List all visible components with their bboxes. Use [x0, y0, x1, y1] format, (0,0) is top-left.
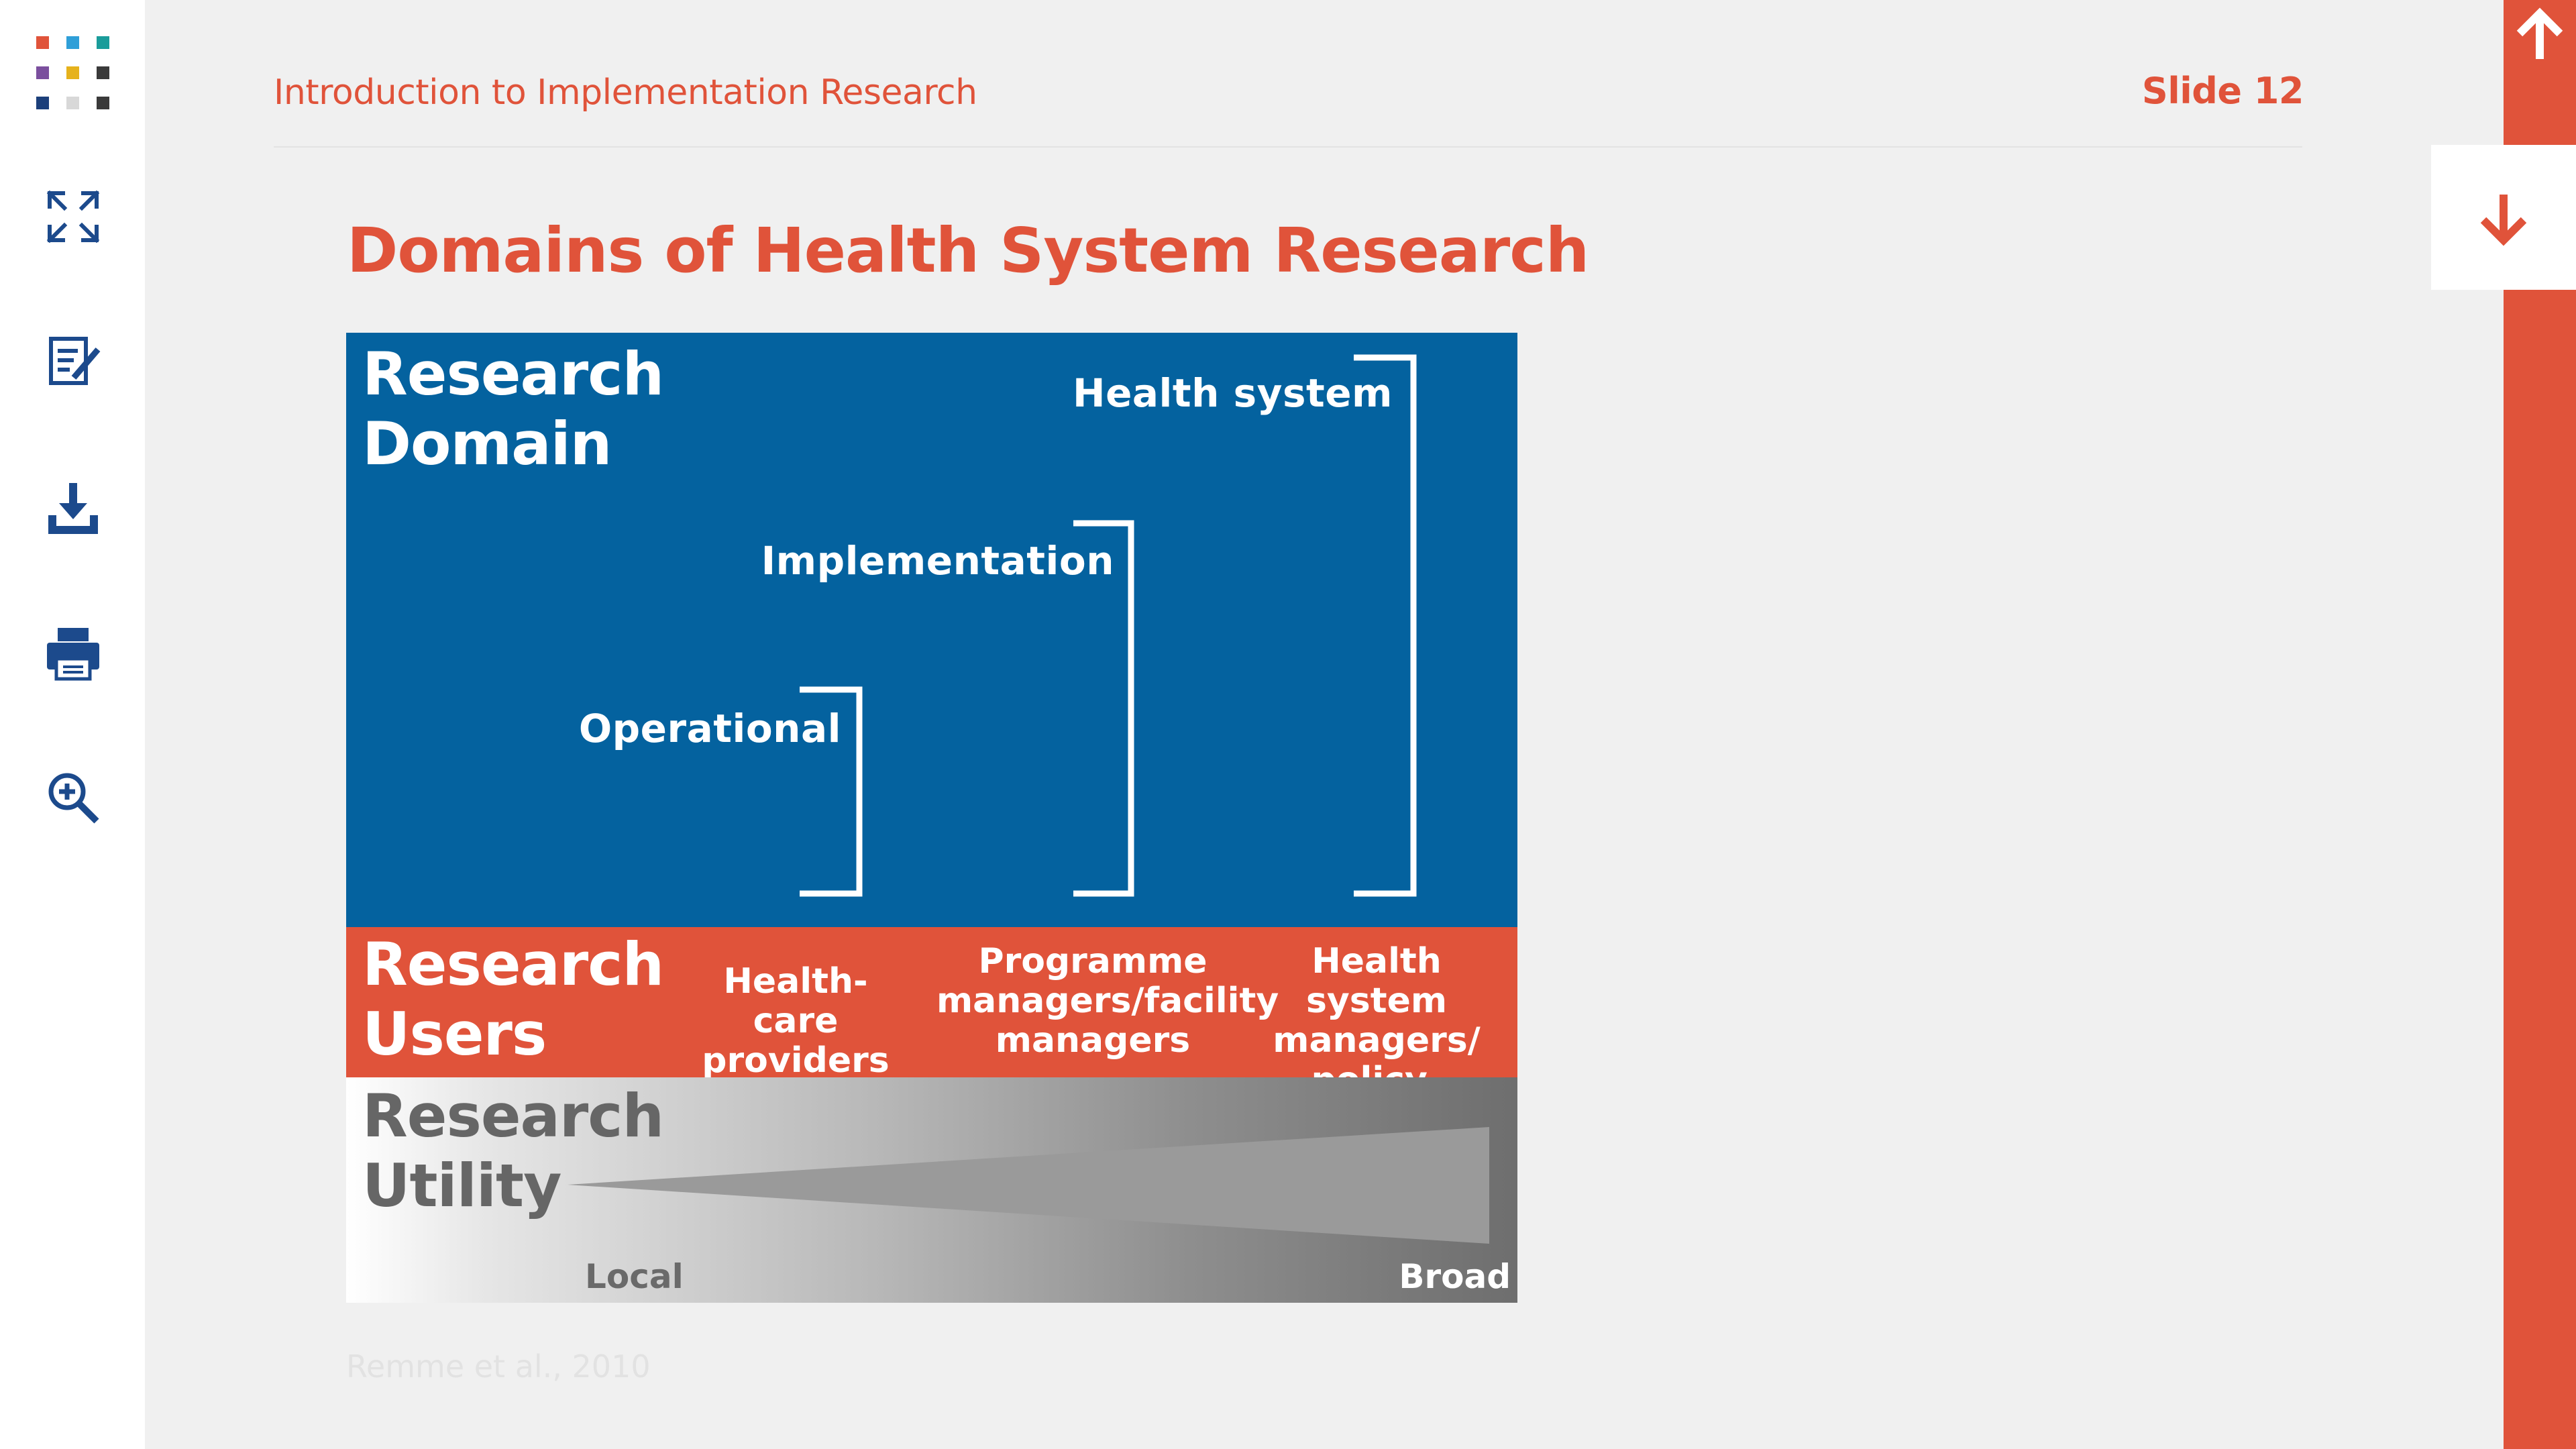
- research-utility-panel: Research Utility Local Broad: [346, 1077, 1517, 1303]
- research-users-panel: Research Users Health-care providers Pro…: [346, 927, 1517, 1140]
- slide-title: Domains of Health System Research: [347, 215, 1589, 286]
- utility-wedge: [568, 1127, 1489, 1244]
- utility-broad-label: Broad: [1399, 1257, 1511, 1296]
- download-icon[interactable]: [44, 479, 102, 537]
- notes-icon[interactable]: [44, 333, 102, 391]
- health-research-diagram: Research Domain Operational Implementati…: [346, 333, 1517, 1303]
- zoom-in-icon[interactable]: [44, 769, 102, 826]
- header-divider: [274, 146, 2302, 148]
- research-domain-label: Research Domain: [362, 339, 664, 478]
- utility-local-label: Local: [585, 1257, 684, 1296]
- research-utility-label: Research Utility: [362, 1081, 664, 1220]
- operational-bracket: [800, 686, 863, 897]
- programme-managers-label: Programme managers/facility managers: [936, 941, 1279, 1061]
- research-users-label: Research Users: [362, 930, 664, 1069]
- sidebar: [0, 0, 145, 1449]
- print-icon[interactable]: [44, 624, 102, 682]
- course-title: Introduction to Implementation Research: [274, 72, 977, 113]
- health-system-label: Health system: [1073, 370, 1393, 416]
- citation: Remme et al., 2010: [346, 1348, 651, 1385]
- fullscreen-icon[interactable]: [44, 188, 102, 246]
- arrow-up-icon[interactable]: [2504, 0, 2576, 72]
- health-system-bracket: [1354, 354, 1417, 897]
- implementation-bracket: [1073, 520, 1134, 897]
- research-domain-panel: Research Domain Operational Implementati…: [346, 333, 1517, 927]
- health-care-providers-label: Health-care providers: [702, 961, 890, 1081]
- operational-label: Operational: [578, 706, 841, 751]
- domain-brackets: [800, 354, 1417, 897]
- implementation-label: Implementation: [761, 538, 1114, 584]
- logo-icon: [36, 36, 111, 111]
- slide-number: Slide 12: [2141, 70, 2304, 112]
- arrow-down-icon[interactable]: [2431, 145, 2576, 290]
